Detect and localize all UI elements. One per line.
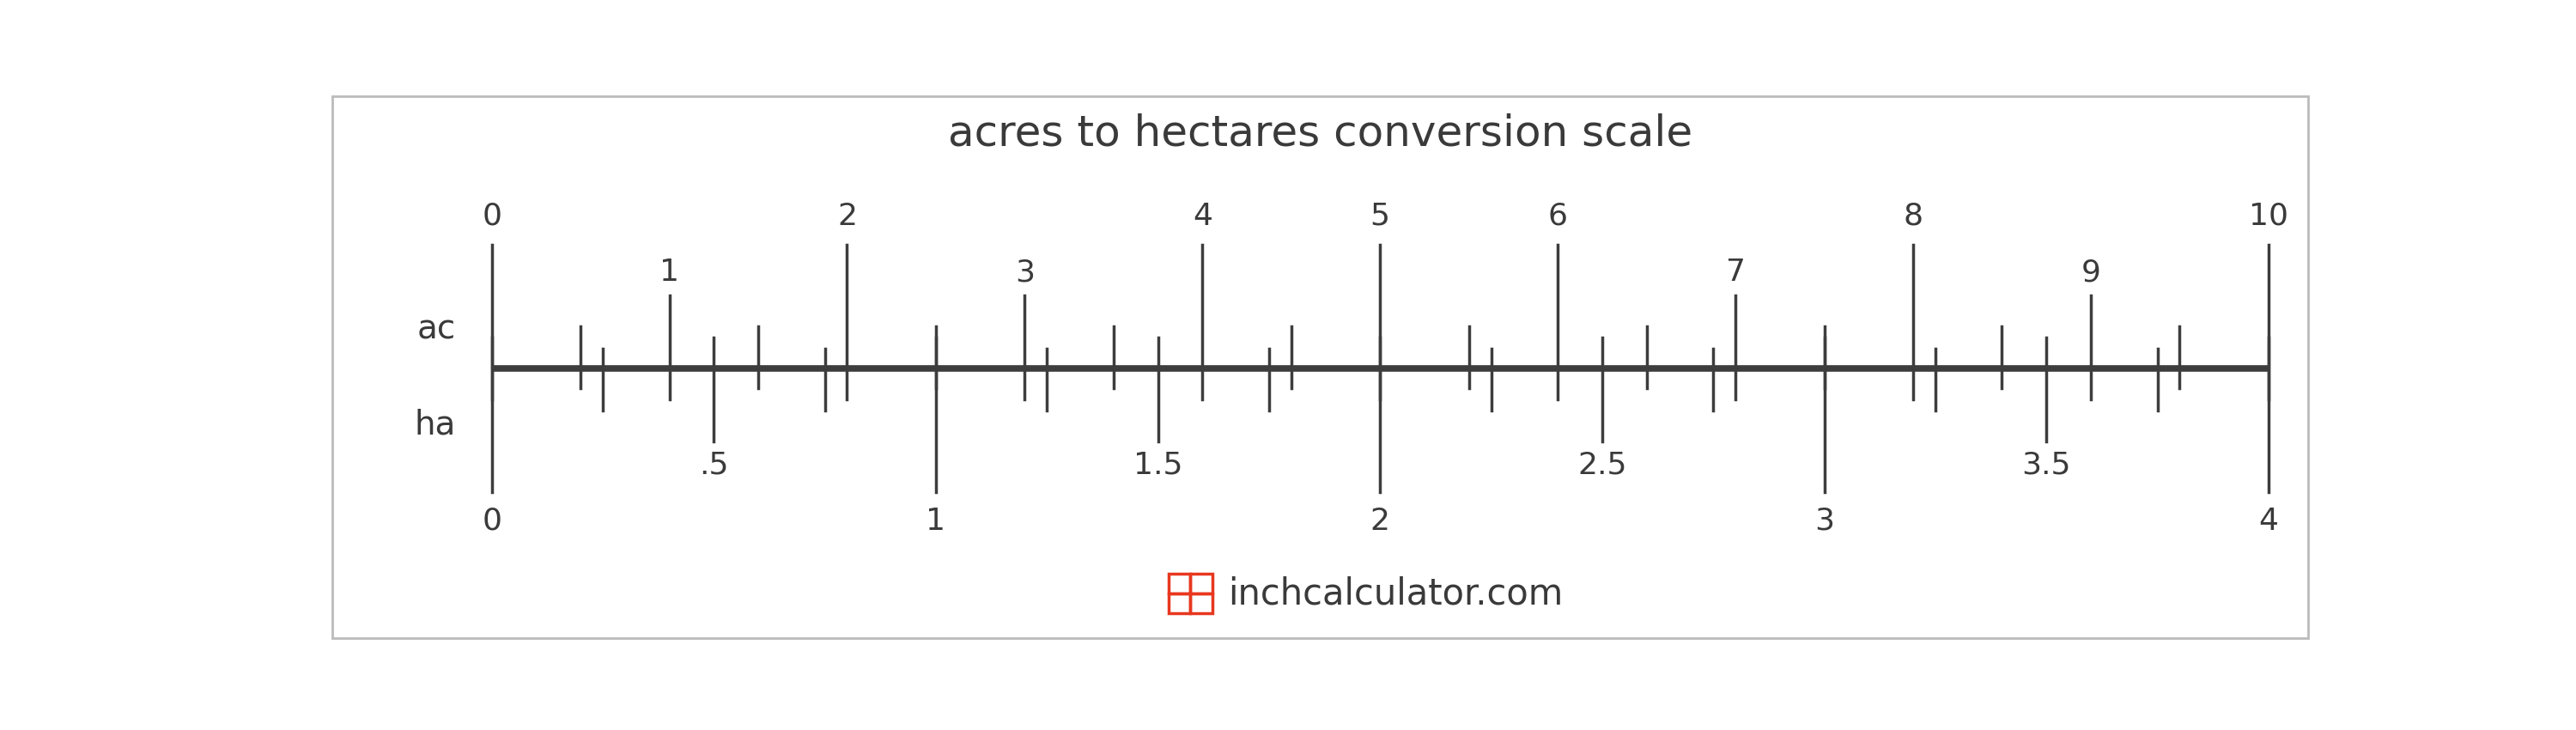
Text: 1: 1 — [659, 258, 680, 287]
Text: 0: 0 — [482, 507, 502, 536]
Bar — [1170, 593, 1190, 613]
Text: 10: 10 — [2249, 201, 2287, 231]
Bar — [1190, 574, 1213, 593]
Text: 2.5: 2.5 — [1577, 450, 1628, 480]
Text: acres to hectares conversion scale: acres to hectares conversion scale — [948, 113, 1692, 154]
Text: 9: 9 — [2081, 258, 2099, 287]
Text: 3: 3 — [1814, 507, 1834, 536]
Bar — [1190, 593, 1213, 613]
Text: 2: 2 — [1370, 507, 1391, 536]
Text: inchcalculator.com: inchcalculator.com — [1229, 575, 1564, 612]
Text: 5: 5 — [1370, 201, 1391, 231]
Text: 4: 4 — [1193, 201, 1213, 231]
Text: 3: 3 — [1015, 258, 1036, 287]
Text: 1.5: 1.5 — [1133, 450, 1182, 480]
Text: 7: 7 — [1726, 258, 1747, 287]
Text: 4: 4 — [2259, 507, 2277, 536]
Text: 2: 2 — [837, 201, 858, 231]
Text: ha: ha — [415, 409, 456, 441]
Text: 6: 6 — [1548, 201, 1569, 231]
Text: .5: .5 — [698, 450, 729, 480]
Text: 1: 1 — [925, 507, 945, 536]
Text: 3.5: 3.5 — [2022, 450, 2071, 480]
Text: 0: 0 — [482, 201, 502, 231]
Bar — [1170, 574, 1190, 593]
Text: ac: ac — [417, 313, 456, 345]
Text: 8: 8 — [1904, 201, 1924, 231]
